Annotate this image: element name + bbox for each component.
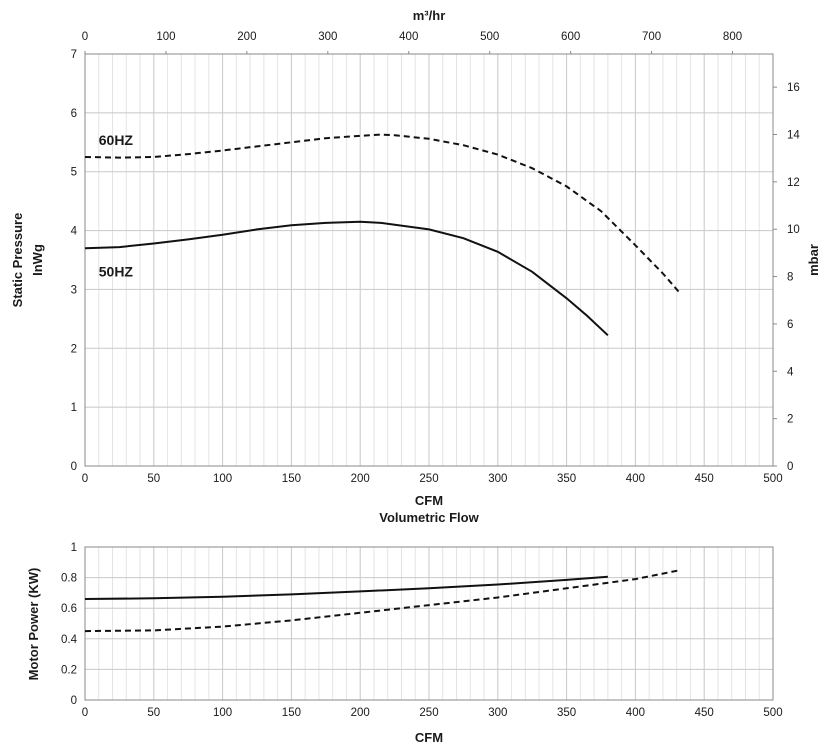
series-line-60hz	[84, 133, 682, 295]
top-tick-label: 100	[156, 31, 175, 43]
y2-tick-label: 2	[787, 414, 793, 426]
y-tick-label: 0.4	[61, 634, 78, 646]
x-tick-label: 250	[419, 707, 438, 719]
y2-axis-title: mbar	[806, 244, 821, 276]
top-tick-label: 800	[723, 31, 742, 43]
x-tick-label: 500	[763, 707, 782, 719]
plot-frame	[84, 53, 774, 467]
x-tick-label: 350	[557, 707, 576, 719]
y2-tick-label: 8	[787, 272, 793, 284]
x-tick-label: 250	[419, 473, 438, 485]
y-tick-label: 0.6	[61, 603, 77, 615]
x-tick-label: 450	[695, 707, 714, 719]
y-tick-label: 6	[71, 108, 77, 120]
x-tick-label: 200	[351, 473, 370, 485]
top-tick-label: 600	[561, 31, 580, 43]
power-chart: 0 50 100 150 200 250 300 350 400 450 500 0 0.2 0.4 0.6…	[26, 542, 783, 745]
x-tick-label: 400	[626, 473, 645, 485]
y2-tick-label: 14	[787, 130, 800, 142]
x-tick-label: 500	[763, 473, 782, 485]
y-tick-label: 7	[71, 49, 77, 61]
top-axis-title: m³/hr	[413, 8, 446, 23]
power-series-line-dashed	[84, 569, 681, 633]
x-tick-label: 100	[213, 473, 232, 485]
y-tick-label: 0.8	[61, 573, 77, 585]
y2-tick-label: 12	[787, 177, 800, 189]
x-tick-label: 200	[351, 707, 370, 719]
top-tick-label: 0	[82, 31, 88, 43]
x-tick-label: 50	[147, 473, 160, 485]
x-tick-label: 100	[213, 707, 232, 719]
x-tick-label: 300	[488, 473, 507, 485]
y-tick-label: 3	[71, 284, 77, 296]
series-label-60hz: 60HZ	[99, 132, 134, 148]
series-label-50hz: 50HZ	[99, 263, 134, 279]
y-tick-label: 1	[71, 542, 77, 554]
x-tick-label: 350	[557, 473, 576, 485]
y2-tick-label: 4	[787, 366, 794, 378]
y2-tick-label: 6	[787, 319, 793, 331]
y2-tick-label: 0	[787, 461, 793, 473]
y-tick-label: 2	[71, 343, 77, 355]
x-tick-label: 300	[488, 707, 507, 719]
x-tick-label: 50	[147, 707, 160, 719]
top-tick-label: 200	[237, 31, 256, 43]
x-tick-label: 0	[82, 473, 88, 485]
x-tick-label: 450	[695, 473, 714, 485]
top-tick-label: 700	[642, 31, 661, 43]
y-tick-label: 5	[71, 167, 77, 179]
x-tick-label: 150	[282, 707, 301, 719]
x-tick-label: 0	[82, 707, 88, 719]
y-tick-label: 1	[71, 402, 77, 414]
top-tick-label: 300	[318, 31, 337, 43]
x-axis-title: CFM	[415, 493, 443, 508]
top-tick-label: 500	[480, 31, 499, 43]
y-tick-label: 4	[71, 226, 78, 238]
top-tick-label: 400	[399, 31, 418, 43]
y-tick-label: 0	[71, 461, 77, 473]
x-axis-title: CFM	[415, 730, 443, 745]
y-tick-label: 0.2	[61, 664, 77, 676]
plot-frame	[84, 546, 774, 701]
y-axis-unit: InWg	[30, 244, 45, 276]
y-axis-title: Static Pressure	[10, 213, 25, 308]
x-tick-label: 400	[626, 707, 645, 719]
power-series-line-solid	[84, 575, 608, 600]
series-line-50hz	[84, 220, 609, 337]
x-tick-label: 150	[282, 473, 301, 485]
y-axis-title: Motor Power (KW)	[26, 568, 41, 681]
y2-tick-label: 16	[787, 82, 800, 94]
y2-tick-label: 10	[787, 224, 800, 236]
y-tick-label: 0	[71, 695, 77, 707]
x-axis-subtitle: Volumetric Flow	[379, 510, 479, 525]
